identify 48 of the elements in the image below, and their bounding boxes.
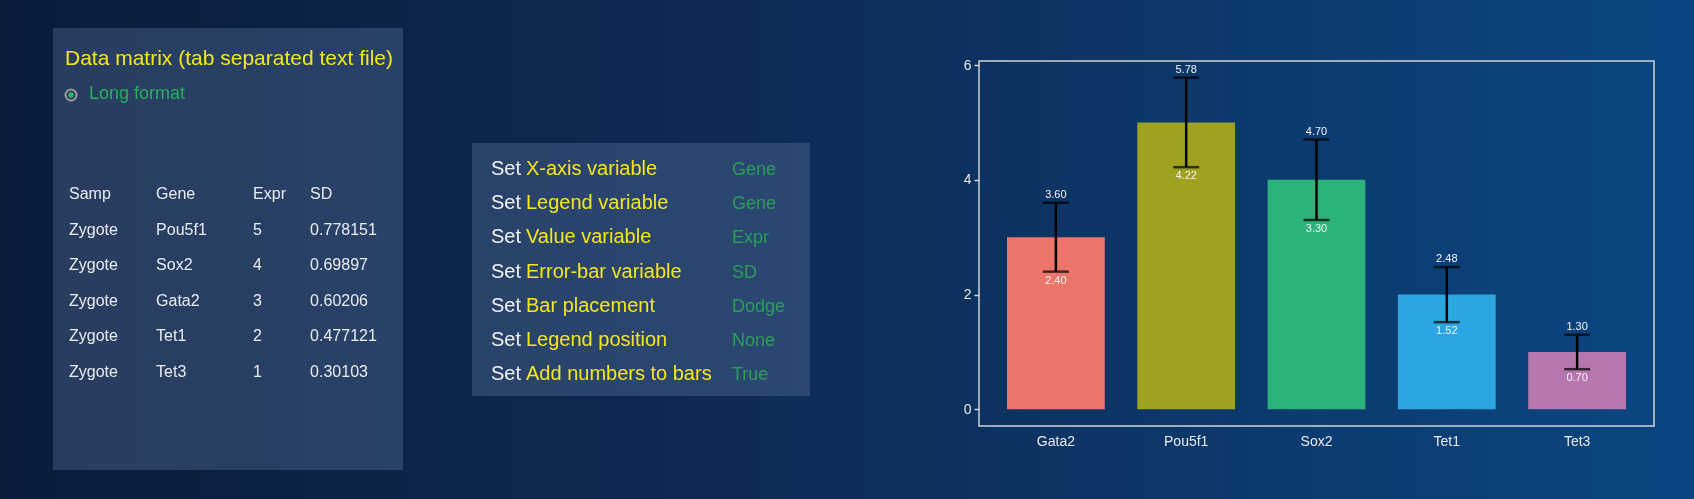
- text: Add numbers to bars: [526, 362, 712, 385]
- text: Data matrix (tab separated text file): [65, 46, 393, 71]
- text: Set: [491, 191, 522, 214]
- text: Legend variable: [526, 191, 669, 214]
- text: Zygote Gata2 3 0.60206: [69, 291, 368, 309]
- x-tick-label: Gata2: [1036, 432, 1076, 449]
- y-tick-label: 4: [963, 171, 972, 188]
- x-tick-label: Tet3: [1563, 432, 1591, 449]
- text: Set: [491, 293, 522, 316]
- x-tick-label: Pou5f1: [1164, 432, 1209, 449]
- annotation: 0.70: [1566, 371, 1588, 384]
- text: Dodge: [732, 295, 786, 316]
- text: Error-bar variable: [526, 259, 682, 282]
- text: Value variable: [526, 225, 652, 248]
- annotation: 1.52: [1436, 324, 1458, 337]
- category-label: Samp Gene Expr SD: [69, 185, 333, 202]
- text: Long format: [89, 83, 186, 105]
- annotation: 3.30: [1305, 221, 1328, 234]
- text: Zygote Tet1 2 0.477121: [69, 327, 377, 345]
- text: Zygote Tet3 1 0.30103: [69, 363, 368, 380]
- text: Bar placement: [526, 293, 655, 316]
- text: Set: [491, 157, 522, 179]
- annotation: 2.40: [1045, 273, 1067, 286]
- text: Legend position: [526, 328, 668, 350]
- y-tick-label: 0: [963, 400, 972, 417]
- text: Gene: [732, 193, 777, 214]
- annotation: 5.78: [1175, 62, 1197, 75]
- annotation: 4.22: [1175, 169, 1197, 182]
- x-tick-label: Sox2: [1300, 432, 1333, 449]
- x-tick-label: Tet1: [1433, 432, 1461, 449]
- annotation: 4.70: [1305, 124, 1328, 137]
- text: Zygote Sox2 4 0.69897: [69, 256, 368, 274]
- annotation: 1.30: [1566, 319, 1588, 332]
- text: Set: [491, 362, 522, 385]
- text: SD: [732, 261, 758, 282]
- text: Zygote Pou5f1 5 0.778151: [69, 220, 377, 238]
- text: Gene: [732, 159, 777, 179]
- annotation: 2.48: [1436, 252, 1458, 265]
- text: True: [732, 364, 769, 385]
- text: Set: [491, 259, 522, 282]
- text: Expr: [732, 227, 770, 248]
- annotation: 3.60: [1045, 187, 1067, 200]
- text: None: [732, 330, 776, 350]
- text: Set: [491, 328, 522, 350]
- y-tick-label: 6: [963, 56, 972, 73]
- text: X-axis variable: [526, 157, 658, 179]
- text: Set: [491, 225, 522, 248]
- y-tick-label: 2: [963, 286, 972, 303]
